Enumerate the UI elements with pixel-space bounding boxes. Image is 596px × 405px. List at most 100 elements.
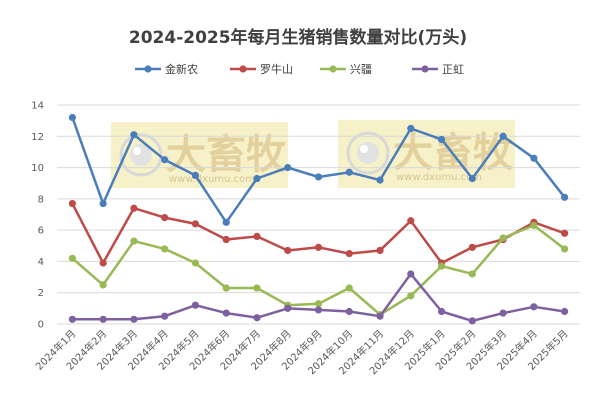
data-point [407,270,415,278]
data-point [222,235,230,244]
data-point [437,135,446,144]
watermark-url: www.dxumu.com [169,174,255,185]
y-tick-label: 2 [38,288,44,299]
series-2 [68,199,569,267]
data-point [253,314,261,322]
data-point [376,176,384,184]
data-point [407,292,415,300]
data-point [191,259,200,267]
data-point [561,245,569,253]
data-point [191,301,200,309]
data-point [561,307,569,316]
data-point [161,245,169,253]
legend-label: 正虹 [442,63,464,76]
data-point [99,199,107,208]
data-point [253,284,261,292]
data-point [530,221,538,230]
data-point [130,237,138,245]
data-point [253,232,261,240]
data-point [130,131,138,139]
watermark-logo-icon [346,131,390,175]
data-point [161,214,169,222]
data-point [68,113,76,122]
data-point [499,132,507,140]
series-3 [68,221,569,319]
y-tick-label: 4 [38,257,44,268]
legend-marker [421,65,429,73]
chart-title: 2024-2025年每月生猪销售数量对比(万头) [129,27,467,48]
data-point [191,171,200,179]
data-point [99,259,107,267]
data-point [314,173,323,181]
legend-item: 金新农 [135,62,198,76]
data-point [437,307,446,316]
data-point [468,243,476,251]
y-tick-label: 6 [38,226,44,237]
series-4 [68,270,569,325]
data-point [468,174,476,183]
chart-grid [57,104,580,325]
data-point [407,217,415,225]
data-point [376,312,384,320]
legend-label: 罗牛山 [260,62,293,76]
legend-item: 兴疆 [320,63,372,76]
y-tick-label: 12 [31,132,44,143]
y-tick-label: 8 [38,194,44,205]
data-point [222,218,230,226]
x-axis: 2024年1月2024年2月2024年3月2024年4月2024年5月2024年… [33,327,571,377]
data-point [191,220,200,228]
legend-label: 兴疆 [350,63,372,76]
series-1 [68,113,569,226]
chart-series [68,113,569,325]
data-point [407,124,415,133]
legend-label: 金新农 [165,62,198,76]
data-point [468,270,476,278]
y-tick-label: 0 [38,320,44,331]
data-point [284,163,292,172]
data-point [530,303,538,311]
data-point [499,309,507,317]
data-point [222,284,230,292]
data-point [561,193,569,201]
data-point [314,306,323,314]
data-point [68,315,76,323]
data-point [161,312,169,320]
data-point [314,243,323,251]
legend-marker [144,65,152,73]
data-point [222,309,230,317]
y-tick-label: 14 [31,101,44,112]
watermark-logo-icon [119,133,163,177]
data-point [161,156,169,164]
data-point [499,234,507,242]
data-point [253,174,261,183]
data-point [68,254,76,262]
data-point [376,246,384,255]
data-point [314,300,323,308]
series-line [72,272,565,323]
legend-marker [239,65,247,73]
y-axis: 0 2 4 6 8 10 12 14 [31,101,44,331]
data-point [437,262,446,270]
chart-legend: 金新农 罗牛山 兴疆 正虹 [135,62,464,76]
legend-item: 罗牛山 [230,62,293,76]
data-point [345,284,353,292]
data-point [99,315,107,323]
y-tick-label: 10 [31,163,44,174]
data-point [284,304,292,312]
data-point [68,199,76,208]
data-point [130,204,138,212]
data-point [561,229,569,237]
data-point [284,246,292,255]
watermark-url: www.dxumu.com [396,172,482,183]
data-point [345,250,353,258]
data-point [99,281,107,289]
legend-marker [329,65,337,73]
data-point [345,307,353,316]
data-point [345,168,353,176]
watermark-logo-text: 大畜牧 [166,132,287,178]
data-point [130,315,138,323]
data-point [530,154,538,162]
